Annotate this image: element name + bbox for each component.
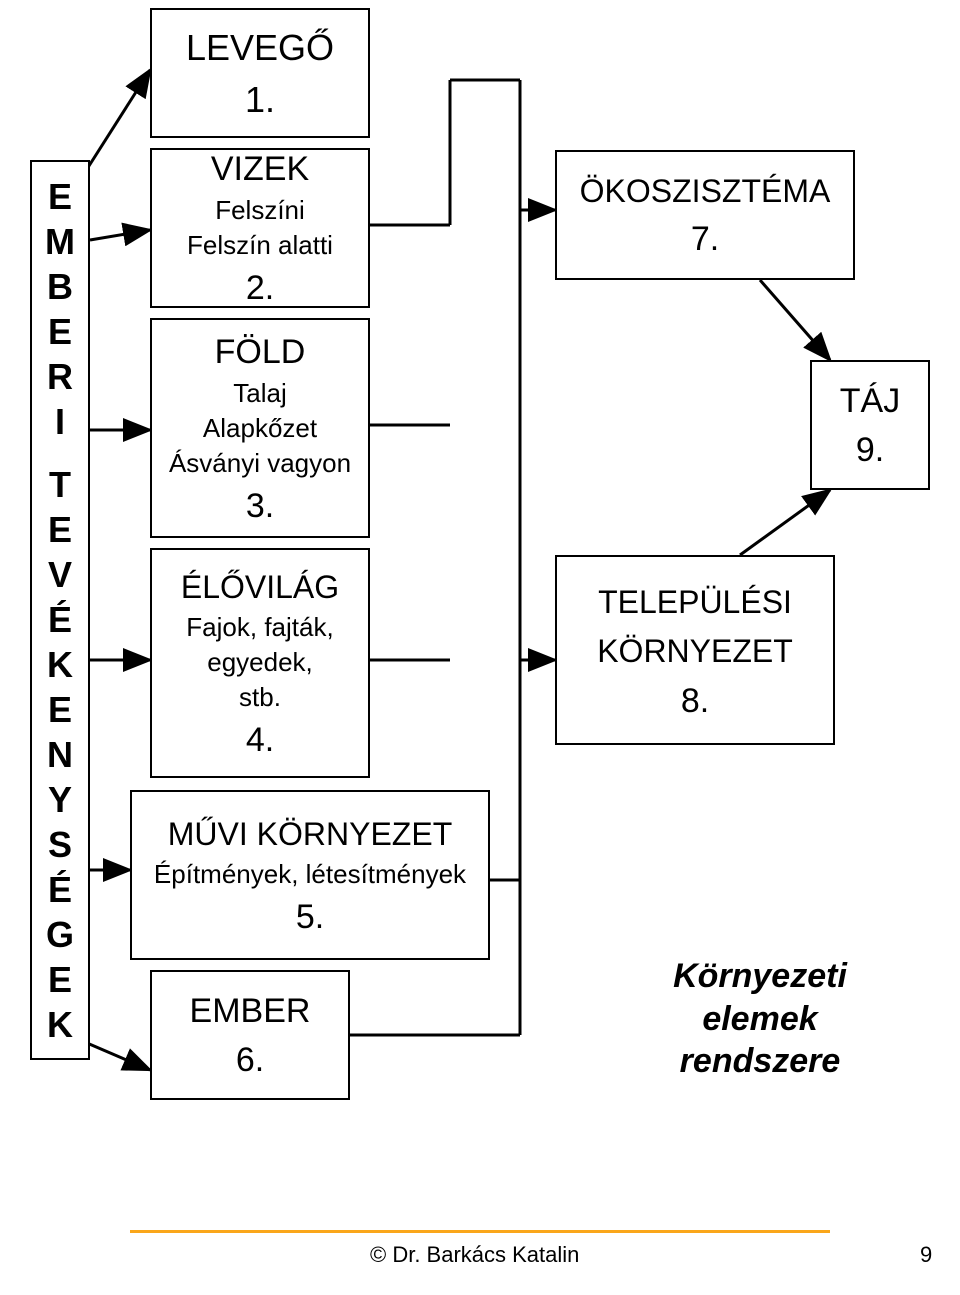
vertical-letter: E xyxy=(48,174,72,219)
vertical-letter: G xyxy=(46,912,74,957)
taj-title: TÁJ xyxy=(840,382,900,421)
vertical-letter: É xyxy=(48,867,72,912)
taj-number: 9. xyxy=(856,431,884,470)
caption-line3: rendszere xyxy=(640,1040,880,1083)
vertical-letter: B xyxy=(47,264,73,309)
ember-number: 6. xyxy=(236,1041,264,1080)
vertical-letter: K xyxy=(47,642,73,687)
levego-title: LEVEGŐ xyxy=(186,27,334,69)
levego-number: 1. xyxy=(245,79,275,121)
elovilag-line3: stb. xyxy=(239,682,281,713)
elovilag-number: 4. xyxy=(246,721,274,760)
elovilag-line1: Fajok, fajták, xyxy=(186,612,333,643)
vertical-letter: É xyxy=(48,597,72,642)
oko-title: ÖKOSZISZTÉMA xyxy=(580,173,831,210)
fold-line2: Alapkőzet xyxy=(203,413,317,444)
taj-box: TÁJ 9. xyxy=(810,360,930,490)
vertical-letter: T xyxy=(49,462,71,507)
vizek-line2: Felszín alatti xyxy=(187,230,333,261)
oko-number: 7. xyxy=(691,220,719,259)
vertical-letter: E xyxy=(48,507,72,552)
ember-title: EMBER xyxy=(190,992,311,1031)
muvi-title: MŰVI KÖRNYEZET xyxy=(168,816,452,853)
muvi-number: 5. xyxy=(296,898,324,937)
telepulesi-kornyezet-box: TELEPÜLÉSI KÖRNYEZET 8. xyxy=(555,555,835,745)
fold-box: FÖLD Talaj Alapkőzet Ásványi vagyon 3. xyxy=(150,318,370,538)
fold-line1: Talaj xyxy=(233,378,286,409)
fold-title: FÖLD xyxy=(215,333,306,372)
vertical-letter: E xyxy=(48,687,72,732)
vertical-letter: Y xyxy=(48,777,72,822)
telep-title1: TELEPÜLÉSI xyxy=(598,584,792,621)
page: EMBERI TEVÉKENYSÉGEK LEVEGŐ 1. VIZEK Fel… xyxy=(0,0,960,1295)
vertical-letter: S xyxy=(48,822,72,867)
muvi-line1: Építmények, létesítmények xyxy=(154,859,466,890)
vertical-letter: E xyxy=(48,309,72,354)
okoszisztema-box: ÖKOSZISZTÉMA 7. xyxy=(555,150,855,280)
kornyezeti-elemek-caption: Környezeti elemek rendszere xyxy=(640,955,880,1083)
fold-number: 3. xyxy=(246,487,274,526)
elovilag-line2: egyedek, xyxy=(207,647,313,678)
vizek-box: VIZEK Felszíni Felszín alatti 2. xyxy=(150,148,370,308)
vertical-letter xyxy=(55,444,65,462)
caption-line1: Környezeti xyxy=(640,955,880,998)
elovilag-title: ÉLŐVILÁG xyxy=(181,569,339,606)
levego-box: LEVEGŐ 1. xyxy=(150,8,370,138)
elovilag-box: ÉLŐVILÁG Fajok, fajták, egyedek, stb. 4. xyxy=(150,548,370,778)
ember-box: EMBER 6. xyxy=(150,970,350,1100)
emberi-tevekenysegek-box: EMBERI TEVÉKENYSÉGEK xyxy=(30,160,90,1060)
vizek-line1: Felszíni xyxy=(215,195,305,226)
vertical-letter: I xyxy=(55,399,65,444)
telep-title2: KÖRNYEZET xyxy=(597,633,793,670)
vizek-number: 2. xyxy=(246,269,274,308)
footer-page-number: 9 xyxy=(920,1242,932,1268)
vertical-letter: M xyxy=(45,219,75,264)
telep-number: 8. xyxy=(681,682,709,721)
caption-line2: elemek xyxy=(640,998,880,1041)
vertical-letter: E xyxy=(48,957,72,1002)
vizek-title: VIZEK xyxy=(211,150,309,189)
vertical-letter: R xyxy=(47,354,73,399)
fold-line3: Ásványi vagyon xyxy=(169,448,351,479)
vertical-letter: V xyxy=(48,552,72,597)
muvi-kornyezet-box: MŰVI KÖRNYEZET Építmények, létesítmények… xyxy=(130,790,490,960)
footer-credit: © Dr. Barkács Katalin xyxy=(370,1242,579,1268)
vertical-letter: N xyxy=(47,732,73,777)
footer-divider xyxy=(130,1230,830,1233)
vertical-letter: K xyxy=(47,1002,73,1047)
